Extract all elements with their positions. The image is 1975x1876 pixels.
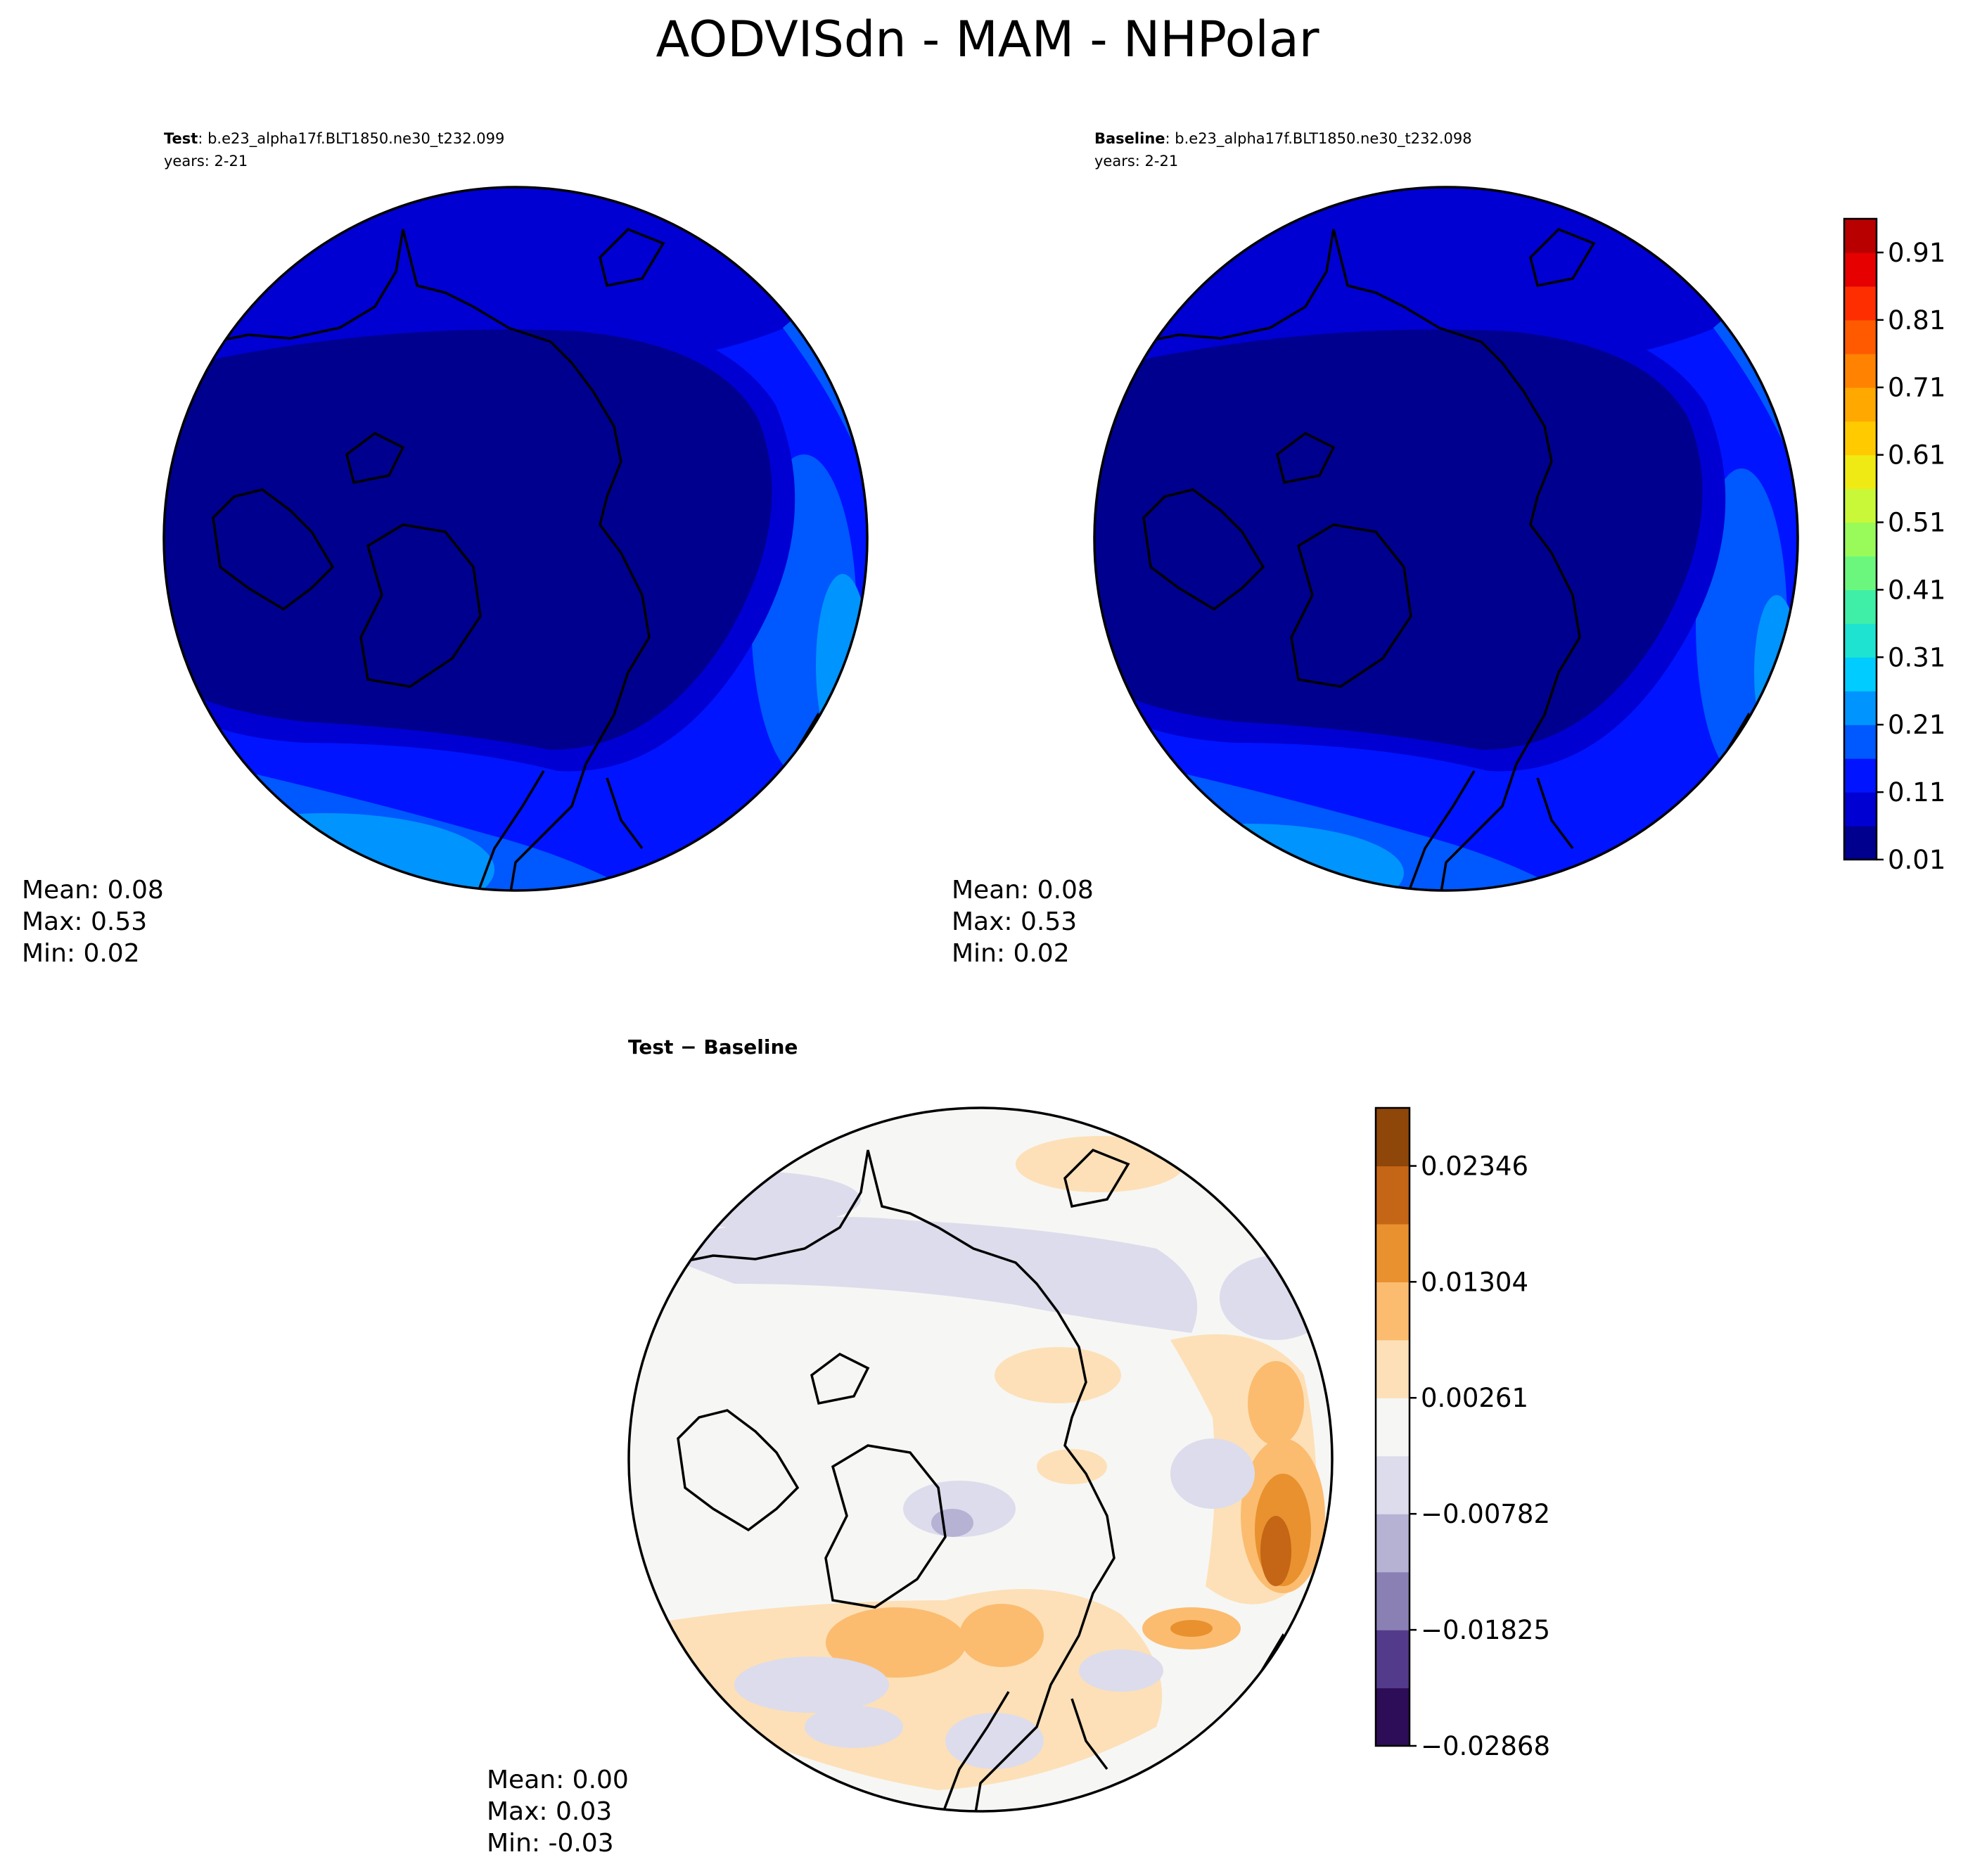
colorbar-difference-tick-label: −0.00782 [1421,1499,1550,1529]
colorbar-difference-tick-label: −0.02868 [1421,1731,1550,1761]
colorbar-main-tick-label: 0.51 [1888,508,1945,538]
colorbar-main-segment [1844,522,1877,557]
colorbar-main-tick-label: 0.01 [1888,845,1945,875]
colorbar-main-tick-label: 0.71 [1888,373,1945,403]
map-border [627,1106,1334,1813]
colorbar-main-segment [1844,826,1877,860]
colorbar-main-segment [1844,319,1877,355]
test-label: Test [164,130,198,147]
colorbar-main-tick-label: 0.91 [1888,238,1945,268]
colorbar-difference-segment [1376,1223,1410,1282]
test-min: Min: 0.02 [22,939,140,968]
difference-stats: Mean: 0.00 Max: 0.03 Min: -0.03 [487,1766,629,1858]
colorbar-main-tick-label: 0.31 [1888,642,1945,672]
colorbar-main-segment [1844,623,1877,658]
colorbar-difference-segment [1376,1398,1410,1457]
colorbar-difference-segment [1376,1571,1410,1631]
panel-test: Test: b.e23_alpha17f.BLT1850.ne30_t232.0… [22,130,869,968]
colorbar-main-frame [1843,217,1878,861]
colorbar-main-segment [1844,589,1877,624]
colorbar-main-tick-label: 0.81 [1888,305,1945,336]
baseline-stats: Mean: 0.08 Max: 0.53 Min: 0.02 [952,876,1094,968]
baseline-years: years: 2-21 [1094,153,1178,170]
test-stats: Mean: 0.08 Max: 0.53 Min: 0.02 [22,876,164,968]
test-years: years: 2-21 [164,153,248,170]
colorbar-difference-segment [1376,1282,1410,1341]
colorbar-difference-segment [1376,1630,1410,1689]
colorbar-main-segment [1844,792,1877,827]
coastline-1 [212,229,651,890]
figure-title: AODVISdn - MAM - NHPolar [656,11,1319,68]
colorbar-difference-segment [1376,1166,1410,1225]
colorbar-main-segment [1844,725,1877,759]
difference-label: Test − Baseline [628,1035,798,1059]
colorbar-difference-segment [1376,1514,1410,1573]
colorbar-main-tick-label: 0.11 [1888,777,1945,808]
test-max: Max: 0.53 [22,907,147,936]
colorbar-difference-segment [1376,1339,1410,1398]
colorbar-difference-segment [1376,1108,1410,1167]
colorbar-difference-segment [1376,1687,1410,1747]
colorbar-difference: −0.02868 −0.01825 −0.00782 0.00261 0.01304 0.… [1374,1106,1550,1761]
colorbar-main-segment [1844,691,1877,725]
difference-map [627,1106,1334,1813]
colorbar-main-segment [1844,353,1877,388]
svg-text:Test: b.e23_alpha17f.BLT1850.n: Test: b.e23_alpha17f.BLT1850.ne30_t232.0… [164,130,504,148]
colorbar-main-segment [1844,758,1877,793]
baseline-mean: Mean: 0.08 [952,876,1094,905]
map-border [1093,186,1799,892]
colorbar-main: 0.01 0.11 0.21 0.31 0.41 0.51 0.61 0.71 0.81 0.91 [1843,217,1945,875]
colorbar-main-segment [1844,421,1877,456]
colorbar-difference-tick-label: −0.01825 [1421,1615,1550,1645]
colorbar-main-segment [1844,657,1877,691]
svg-text:Baseline: b.e23_alpha17f.BLT18: Baseline: b.e23_alpha17f.BLT1850.ne30_t2… [1094,130,1472,148]
colorbar-difference-tick-label: 0.01304 [1421,1267,1528,1297]
baseline-case-name: : b.e23_alpha17f.BLT1850.ne30_t232.098 [1165,130,1472,148]
colorbar-main-segment [1844,454,1877,490]
test-case-name: : b.e23_alpha17f.BLT1850.ne30_t232.099 [198,130,504,148]
difference-min: Min: -0.03 [487,1829,614,1858]
colorbar-difference-frame [1374,1106,1411,1747]
colorbar-difference-tick-label: 0.00261 [1421,1383,1528,1413]
baseline-min: Min: 0.02 [952,939,1070,968]
panel-difference: Test − Baseline [487,1035,1334,1858]
map-border [162,186,869,892]
test-mean: Mean: 0.08 [22,876,164,905]
test-map [162,186,869,892]
baseline-label: Baseline [1094,130,1165,147]
colorbar-main-segment [1844,219,1877,253]
colorbar-difference-segment [1376,1455,1410,1514]
difference-max: Max: 0.03 [487,1797,612,1826]
colorbar-difference-tick-label: 0.02346 [1421,1151,1528,1182]
panel-baseline: Baseline: b.e23_alpha17f.BLT1850.ne30_t2… [952,130,1799,968]
colorbar-main-segment [1844,387,1877,422]
colorbar-main-segment [1844,556,1877,591]
colorbar-main-tick-label: 0.61 [1888,440,1945,471]
colorbar-main-segment [1844,252,1877,287]
baseline-max: Max: 0.53 [952,907,1077,936]
colorbar-main-tick-label: 0.21 [1888,710,1945,740]
baseline-map [1093,186,1799,892]
colorbar-main-tick-label: 0.41 [1888,575,1945,605]
colorbar-main-segment [1844,286,1877,321]
difference-mean: Mean: 0.00 [487,1766,629,1794]
colorbar-main-segment [1844,488,1877,523]
